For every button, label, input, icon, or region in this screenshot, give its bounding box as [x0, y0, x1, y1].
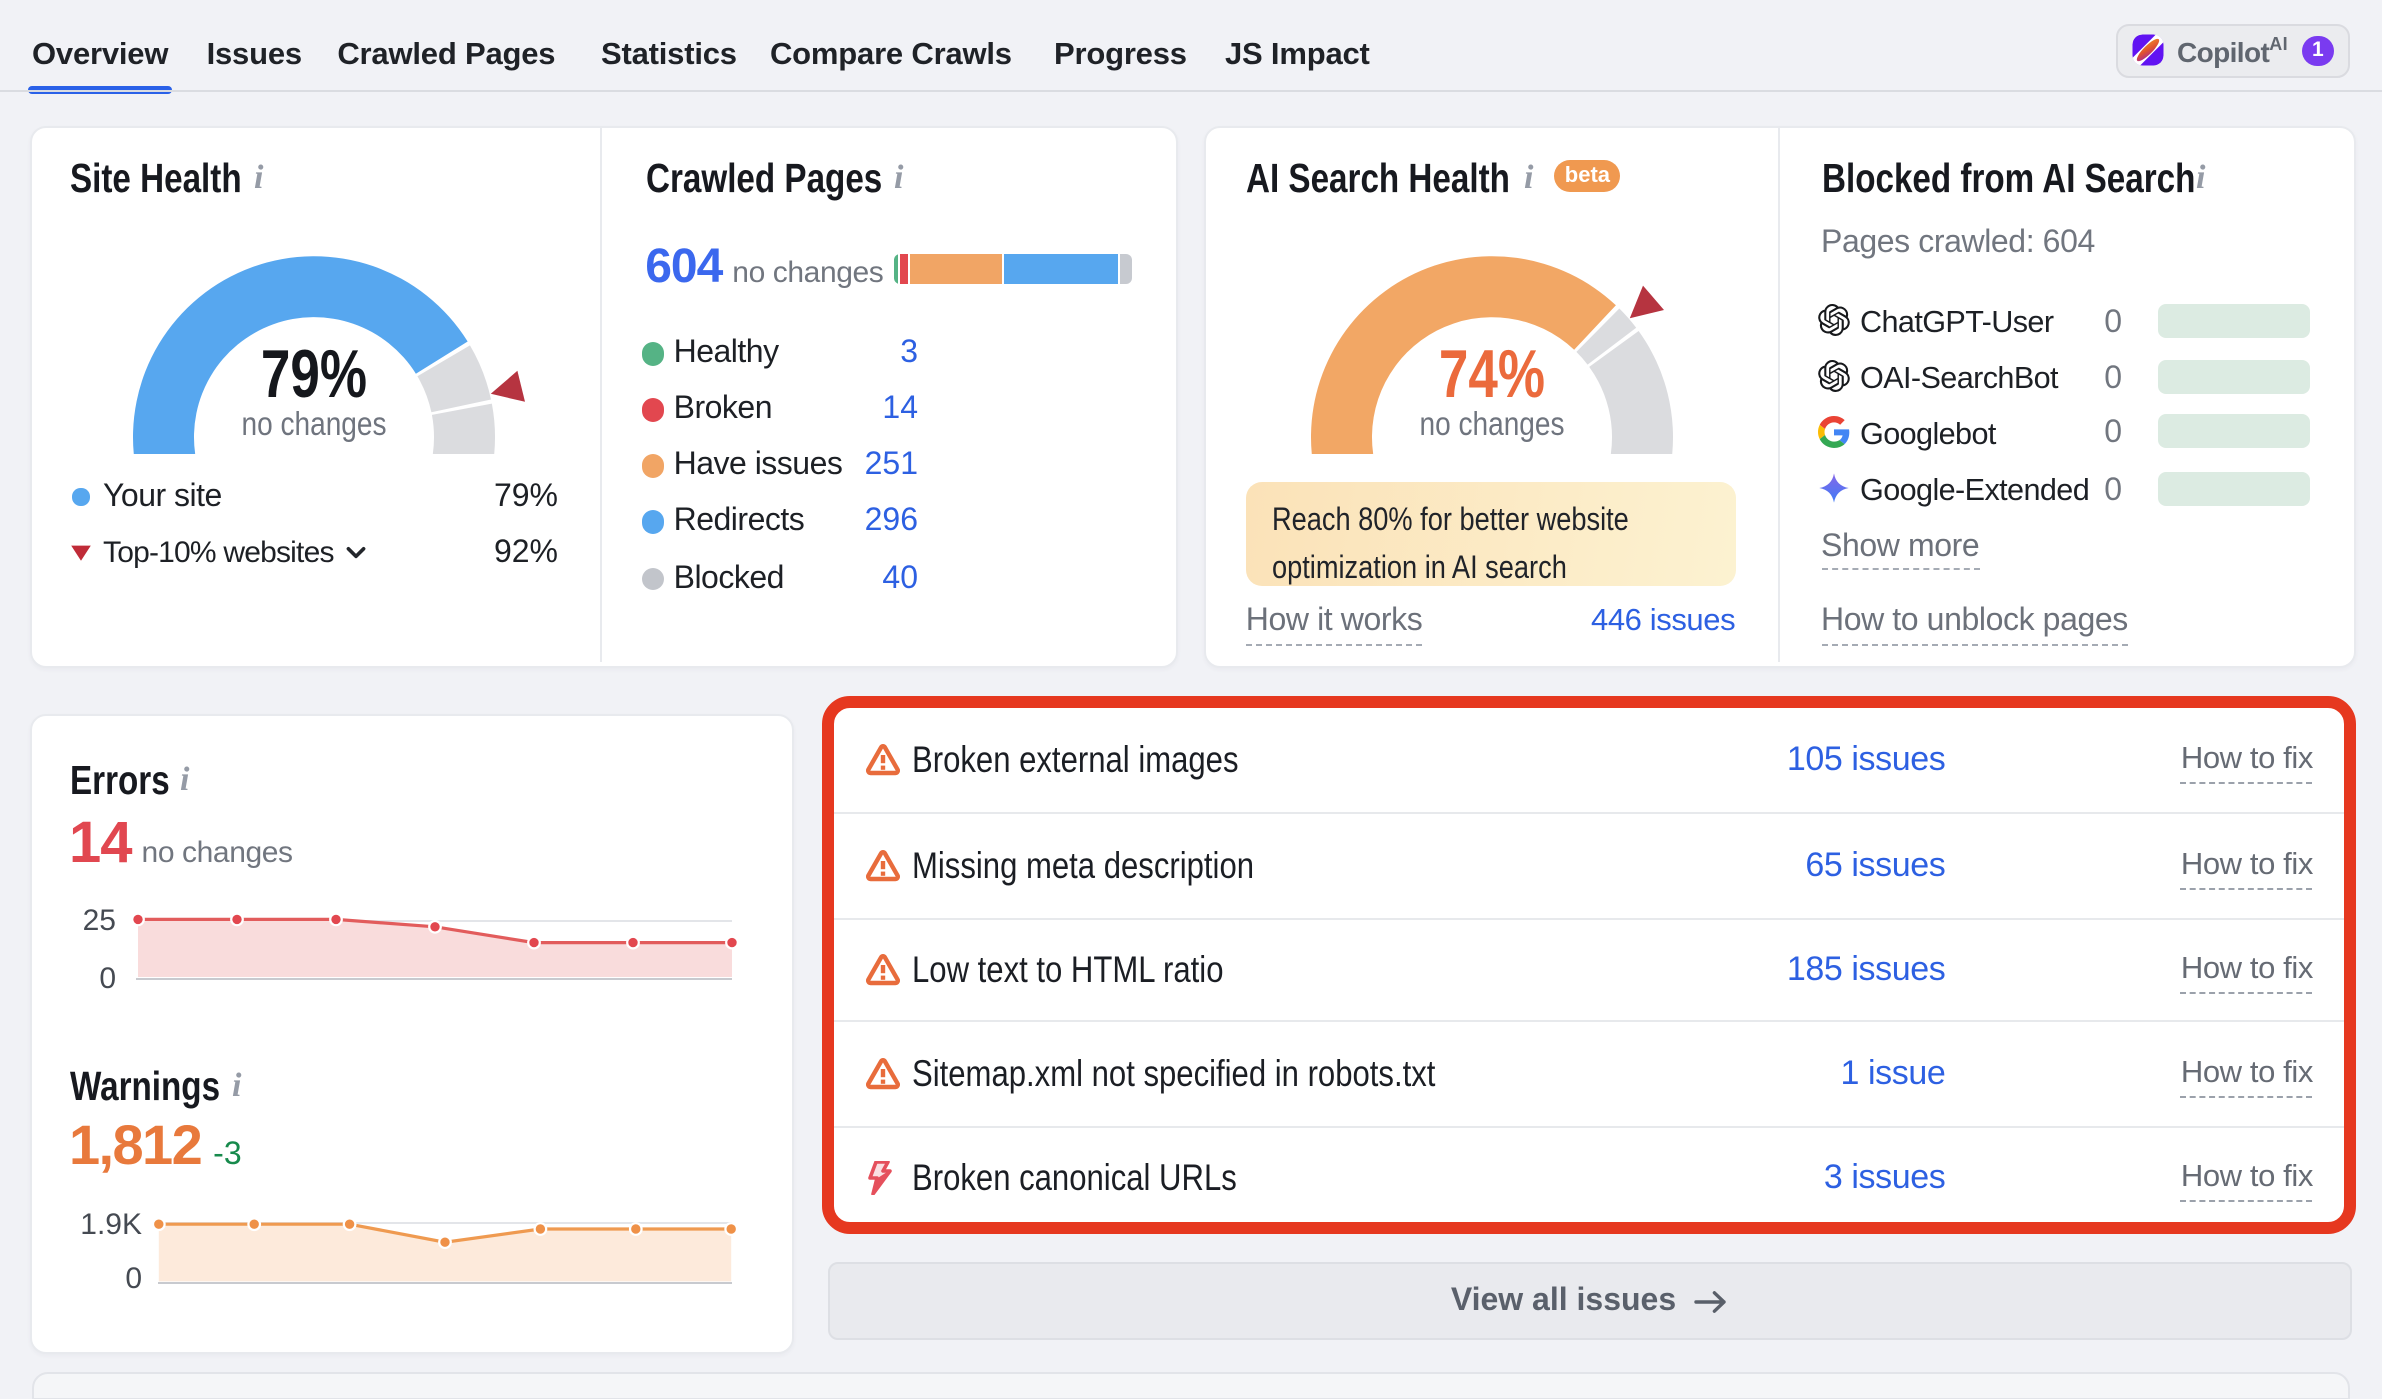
- svg-text:no changes: no changes: [1420, 406, 1565, 443]
- svg-text:74%: 74%: [1440, 336, 1546, 412]
- svg-text:no changes: no changes: [242, 406, 387, 443]
- svg-text:79%: 79%: [262, 336, 368, 412]
